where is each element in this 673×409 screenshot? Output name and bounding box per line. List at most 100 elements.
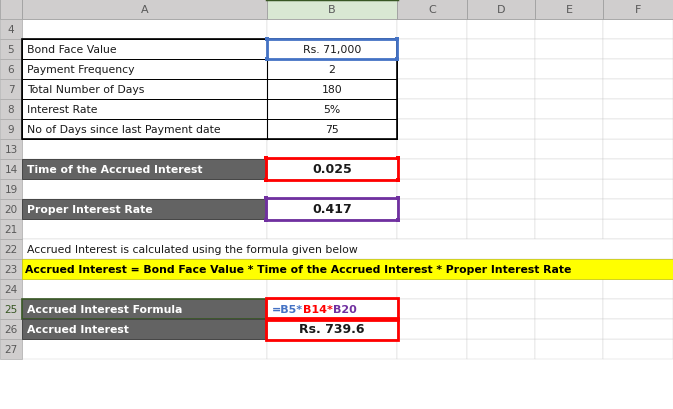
Bar bbox=[397, 200, 467, 220]
Bar bbox=[397, 0, 467, 20]
Text: D: D bbox=[497, 5, 505, 15]
Text: Payment Frequency: Payment Frequency bbox=[27, 65, 135, 75]
Bar bbox=[22, 339, 267, 359]
Bar bbox=[395, 38, 399, 42]
Bar bbox=[267, 319, 397, 339]
Bar bbox=[603, 339, 673, 359]
Bar bbox=[467, 40, 535, 60]
Bar bbox=[22, 0, 267, 20]
Bar bbox=[22, 180, 267, 200]
Bar bbox=[603, 319, 673, 339]
Bar bbox=[603, 120, 673, 139]
Bar bbox=[22, 200, 267, 220]
Bar bbox=[267, 40, 397, 60]
Bar bbox=[397, 40, 467, 60]
Text: 23: 23 bbox=[5, 264, 17, 274]
Text: Rs. 739.6: Rs. 739.6 bbox=[299, 323, 365, 336]
Text: 19: 19 bbox=[5, 184, 17, 195]
Bar bbox=[267, 220, 397, 239]
Bar bbox=[397, 220, 467, 239]
Bar bbox=[397, 160, 467, 180]
Text: Proper Interest Rate: Proper Interest Rate bbox=[27, 204, 153, 214]
Bar bbox=[22, 160, 267, 180]
Bar bbox=[535, 40, 603, 60]
Text: 22: 22 bbox=[5, 245, 17, 254]
Bar bbox=[397, 299, 467, 319]
Bar bbox=[266, 318, 398, 340]
Text: 9: 9 bbox=[7, 125, 14, 135]
Text: 5: 5 bbox=[7, 45, 14, 55]
Text: B: B bbox=[328, 5, 336, 15]
Bar bbox=[397, 180, 467, 200]
Bar bbox=[22, 299, 267, 319]
Text: 21: 21 bbox=[5, 225, 17, 234]
Bar bbox=[267, 100, 397, 120]
Bar bbox=[22, 40, 397, 139]
Text: Time of the Accrued Interest: Time of the Accrued Interest bbox=[27, 164, 203, 175]
Bar bbox=[467, 180, 535, 200]
Bar bbox=[267, 120, 397, 139]
Text: Total Number of Days: Total Number of Days bbox=[27, 85, 145, 95]
Text: =B5*: =B5* bbox=[272, 304, 303, 314]
Bar bbox=[603, 299, 673, 319]
Bar bbox=[0, 299, 22, 319]
Bar bbox=[395, 58, 399, 62]
Bar bbox=[603, 220, 673, 239]
Bar bbox=[267, 339, 397, 359]
Bar bbox=[267, 299, 397, 319]
Bar bbox=[535, 339, 603, 359]
Text: 0.417: 0.417 bbox=[312, 203, 352, 216]
Bar bbox=[467, 200, 535, 220]
Text: 5%: 5% bbox=[323, 105, 341, 115]
Bar bbox=[264, 157, 268, 161]
Bar bbox=[535, 120, 603, 139]
Bar bbox=[267, 139, 397, 160]
Bar bbox=[397, 80, 467, 100]
Bar bbox=[0, 200, 22, 220]
Text: Accrued Interest: Accrued Interest bbox=[27, 324, 129, 334]
Text: 20: 20 bbox=[5, 204, 17, 214]
Bar bbox=[535, 200, 603, 220]
Text: 4: 4 bbox=[7, 25, 14, 35]
Bar bbox=[603, 80, 673, 100]
Bar bbox=[603, 40, 673, 60]
Bar bbox=[397, 139, 467, 160]
Text: Bond Face Value: Bond Face Value bbox=[27, 45, 116, 55]
Text: B14*: B14* bbox=[303, 304, 333, 314]
Bar bbox=[467, 160, 535, 180]
Bar bbox=[467, 319, 535, 339]
Bar bbox=[267, 40, 397, 60]
Bar bbox=[22, 239, 673, 259]
Bar bbox=[22, 220, 267, 239]
Bar bbox=[267, 200, 397, 220]
Bar bbox=[603, 139, 673, 160]
Text: Rs. 71,000: Rs. 71,000 bbox=[303, 45, 361, 55]
Bar bbox=[264, 179, 268, 182]
Bar bbox=[397, 279, 467, 299]
Bar bbox=[535, 319, 603, 339]
Bar bbox=[22, 319, 267, 339]
Text: 13: 13 bbox=[5, 145, 17, 155]
Bar bbox=[266, 159, 398, 180]
Bar bbox=[467, 0, 535, 20]
Bar bbox=[397, 120, 467, 139]
Bar bbox=[467, 100, 535, 120]
Bar bbox=[397, 319, 467, 339]
Bar bbox=[0, 0, 22, 20]
Bar bbox=[535, 180, 603, 200]
Text: 7: 7 bbox=[7, 85, 14, 95]
Text: 24: 24 bbox=[5, 284, 17, 294]
Bar bbox=[396, 179, 400, 182]
Bar bbox=[267, 279, 397, 299]
Bar bbox=[467, 120, 535, 139]
Bar bbox=[22, 80, 267, 100]
Bar bbox=[603, 279, 673, 299]
Text: Accrued Interest is calculated using the formula given below: Accrued Interest is calculated using the… bbox=[27, 245, 358, 254]
Bar bbox=[0, 339, 22, 359]
Bar bbox=[22, 60, 267, 80]
Bar bbox=[267, 0, 397, 20]
Bar bbox=[22, 139, 267, 160]
Text: 2: 2 bbox=[328, 65, 335, 75]
Bar bbox=[396, 157, 400, 161]
Bar bbox=[603, 60, 673, 80]
